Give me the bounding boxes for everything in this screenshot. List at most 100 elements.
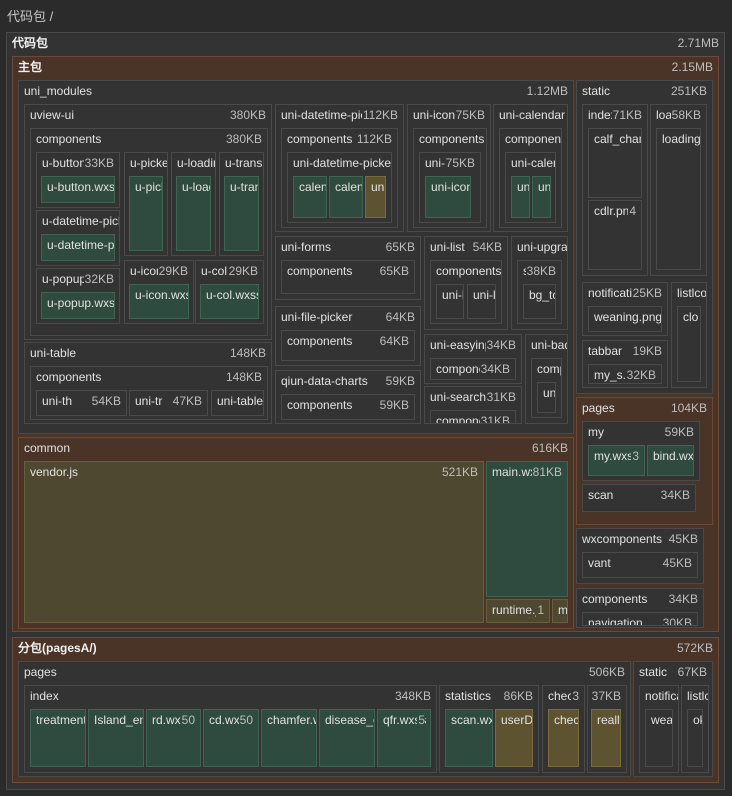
treemap-node-uicw[interactable]: uni-icons bbox=[425, 176, 471, 218]
treemap-node-stid[interactable]: cdlr.png 4 bbox=[588, 200, 642, 270]
treemap-node-spi3[interactable]: rd.wxss 50 bbox=[146, 709, 201, 767]
node-size: 47KB bbox=[171, 394, 202, 408]
node-size: 59KB bbox=[378, 398, 409, 412]
treemap-node-sps2[interactable]: userData bbox=[495, 709, 533, 767]
node-label: weaning.png bbox=[594, 310, 662, 324]
treemap-node-rj[interactable]: runtime.js 1 bbox=[486, 599, 550, 623]
node-label: calendar bbox=[299, 180, 326, 194]
treemap-node-spi1[interactable]: treatment bbox=[30, 709, 86, 767]
node-label: u-loading bbox=[177, 156, 215, 170]
node-size: 3 bbox=[571, 689, 579, 703]
node-label: bind.wxss bbox=[653, 449, 694, 463]
node-label: components bbox=[36, 370, 102, 384]
treemap-node-uth[interactable]: uni-th 54KB bbox=[36, 390, 127, 416]
treemap-node-ubkp[interactable]: uni bbox=[537, 382, 556, 413]
treemap-node-stlw[interactable]: loading bbox=[656, 128, 701, 270]
node-size: 81KB bbox=[531, 465, 562, 479]
node-label: vant bbox=[588, 556, 611, 570]
node-label: components bbox=[537, 362, 561, 376]
treemap-node-ufmc[interactable]: components 65KB bbox=[281, 260, 415, 294]
node-label: 主包 bbox=[18, 60, 43, 74]
treemap-node-rjm[interactable]: main bbox=[552, 599, 568, 623]
node-label: wxcomponents bbox=[582, 532, 663, 546]
treemap-node-usbc[interactable]: components 31KB bbox=[430, 410, 516, 424]
treemap-node-utab[interactable]: uni-table bbox=[211, 390, 264, 416]
treemap-node-qdcc[interactable]: components 59KB bbox=[281, 394, 415, 420]
treemap-node-spmw[interactable]: really bbox=[591, 709, 621, 767]
node-size: 2.71MB bbox=[676, 36, 719, 50]
node-label: static bbox=[582, 84, 611, 98]
treemap-node-uugb[interactable]: bg_top bbox=[523, 284, 556, 319]
node-label: uni-calendar bbox=[499, 108, 566, 122]
treemap-node-ubw[interactable]: u-button.wxss bbox=[41, 176, 115, 203]
node-label: loading bbox=[662, 132, 701, 146]
treemap-node-ulsti2[interactable]: uni-list bbox=[467, 284, 496, 319]
treemap-node-ucalw1[interactable]: uni bbox=[511, 176, 530, 218]
node-label: uni bbox=[538, 180, 551, 194]
treemap-node-spi6[interactable]: disease_ent bbox=[319, 709, 375, 767]
treemap-node-uezc[interactable]: components 34KB bbox=[430, 358, 516, 380]
node-label: userData bbox=[501, 713, 533, 727]
treemap-node-upw[interactable]: u-popup.wxss bbox=[41, 292, 115, 319]
node-label: my.wxss bbox=[594, 449, 640, 463]
treemap-node-cal1[interactable]: calendar bbox=[293, 176, 327, 218]
node-label: components bbox=[582, 592, 648, 606]
node-label: ok bbox=[693, 713, 702, 727]
treemap-node-udw[interactable]: u-datetime-picker bbox=[41, 234, 115, 261]
treemap-node-utr[interactable]: uni-tr 47KB bbox=[129, 390, 208, 416]
treemap-node-spi5[interactable]: chamfer.wxss bbox=[261, 709, 317, 767]
node-label: u-transition bbox=[225, 156, 263, 170]
treemap-node-mw[interactable]: main.wxss 81KB bbox=[486, 461, 568, 597]
treemap-node-utw[interactable]: u-transition bbox=[224, 176, 259, 251]
node-size: 67KB bbox=[676, 665, 707, 679]
node-label: check bbox=[554, 713, 579, 727]
treemap-node-vj[interactable]: vendor.js 521KB bbox=[24, 461, 484, 623]
treemap-node-spi2[interactable]: Island_entry bbox=[88, 709, 144, 767]
node-size: 25KB bbox=[631, 286, 662, 300]
node-label: components bbox=[287, 264, 353, 278]
treemap-node-spi7[interactable]: qfr.wxss 5 bbox=[377, 709, 431, 767]
node-size: 86KB bbox=[502, 689, 533, 703]
node-label: u-icon.wxss bbox=[135, 288, 188, 302]
treemap-node-ulsti1[interactable]: uni-list bbox=[436, 284, 464, 319]
treemap-node-spcw[interactable]: check bbox=[548, 709, 579, 767]
node-size: 506KB bbox=[587, 665, 625, 679]
treemap-node-sstnw[interactable]: weaning bbox=[645, 709, 673, 767]
node-label: u-datetime-picker bbox=[42, 214, 119, 228]
node-size: 348KB bbox=[393, 689, 431, 703]
node-label: uni-datetime-picker bbox=[281, 108, 384, 122]
treemap-node-cmptc[interactable]: navigation 30KB bbox=[582, 612, 698, 626]
treemap-node-sttbw[interactable]: my_s.png 32KB bbox=[588, 364, 662, 384]
node-size: 112KB bbox=[361, 108, 398, 122]
treemap-node-cal3[interactable]: uni bbox=[365, 176, 386, 218]
treemap-node-sps1[interactable]: scan.wxss bbox=[445, 709, 493, 767]
treemap-node-ucw[interactable]: u-col.wxss bbox=[200, 284, 259, 319]
node-label: statistics bbox=[445, 689, 492, 703]
node-label: calf_change bbox=[594, 132, 641, 146]
treemap-node-stlcw[interactable]: clo bbox=[677, 306, 701, 382]
node-label: components bbox=[36, 132, 102, 146]
treemap-node-ulw[interactable]: u-loading bbox=[176, 176, 211, 251]
node-label: scan.wxss bbox=[451, 713, 492, 727]
node-size: 521KB bbox=[440, 465, 478, 479]
node-label: listlcon bbox=[687, 689, 708, 703]
treemap-node-pgmb[interactable]: bind.wxss bbox=[647, 445, 694, 476]
treemap-node-uiw[interactable]: u-icon.wxss bbox=[129, 284, 189, 319]
treemap-node-wxcv[interactable]: vant 45KB bbox=[582, 552, 698, 578]
treemap-node-stnw[interactable]: weaning.png bbox=[588, 306, 662, 332]
treemap-node-upkw[interactable]: u-picker bbox=[129, 176, 163, 251]
node-label: common bbox=[24, 441, 71, 455]
treemap-node-spi4[interactable]: cd.wxss 50 bbox=[203, 709, 259, 767]
treemap-node-cal2[interactable]: calendar bbox=[329, 176, 363, 218]
node-label: listlcon bbox=[677, 286, 707, 300]
treemap-node-sstlw[interactable]: ok bbox=[687, 709, 703, 767]
node-label: navigation bbox=[588, 616, 643, 626]
treemap-node-pgmw[interactable]: my.wxss 3 bbox=[588, 445, 645, 476]
treemap-node-pgms[interactable]: scan 34KB bbox=[582, 484, 696, 512]
treemap-node-stic[interactable]: calf_change bbox=[588, 128, 642, 198]
node-label: u-loading bbox=[182, 180, 210, 194]
node-label: uni-tr bbox=[135, 394, 163, 408]
node-label: uni-badge bbox=[531, 338, 567, 352]
treemap-node-ucalw2[interactable]: uni bbox=[532, 176, 551, 218]
treemap-node-ufpc[interactable]: components 64KB bbox=[281, 330, 415, 361]
